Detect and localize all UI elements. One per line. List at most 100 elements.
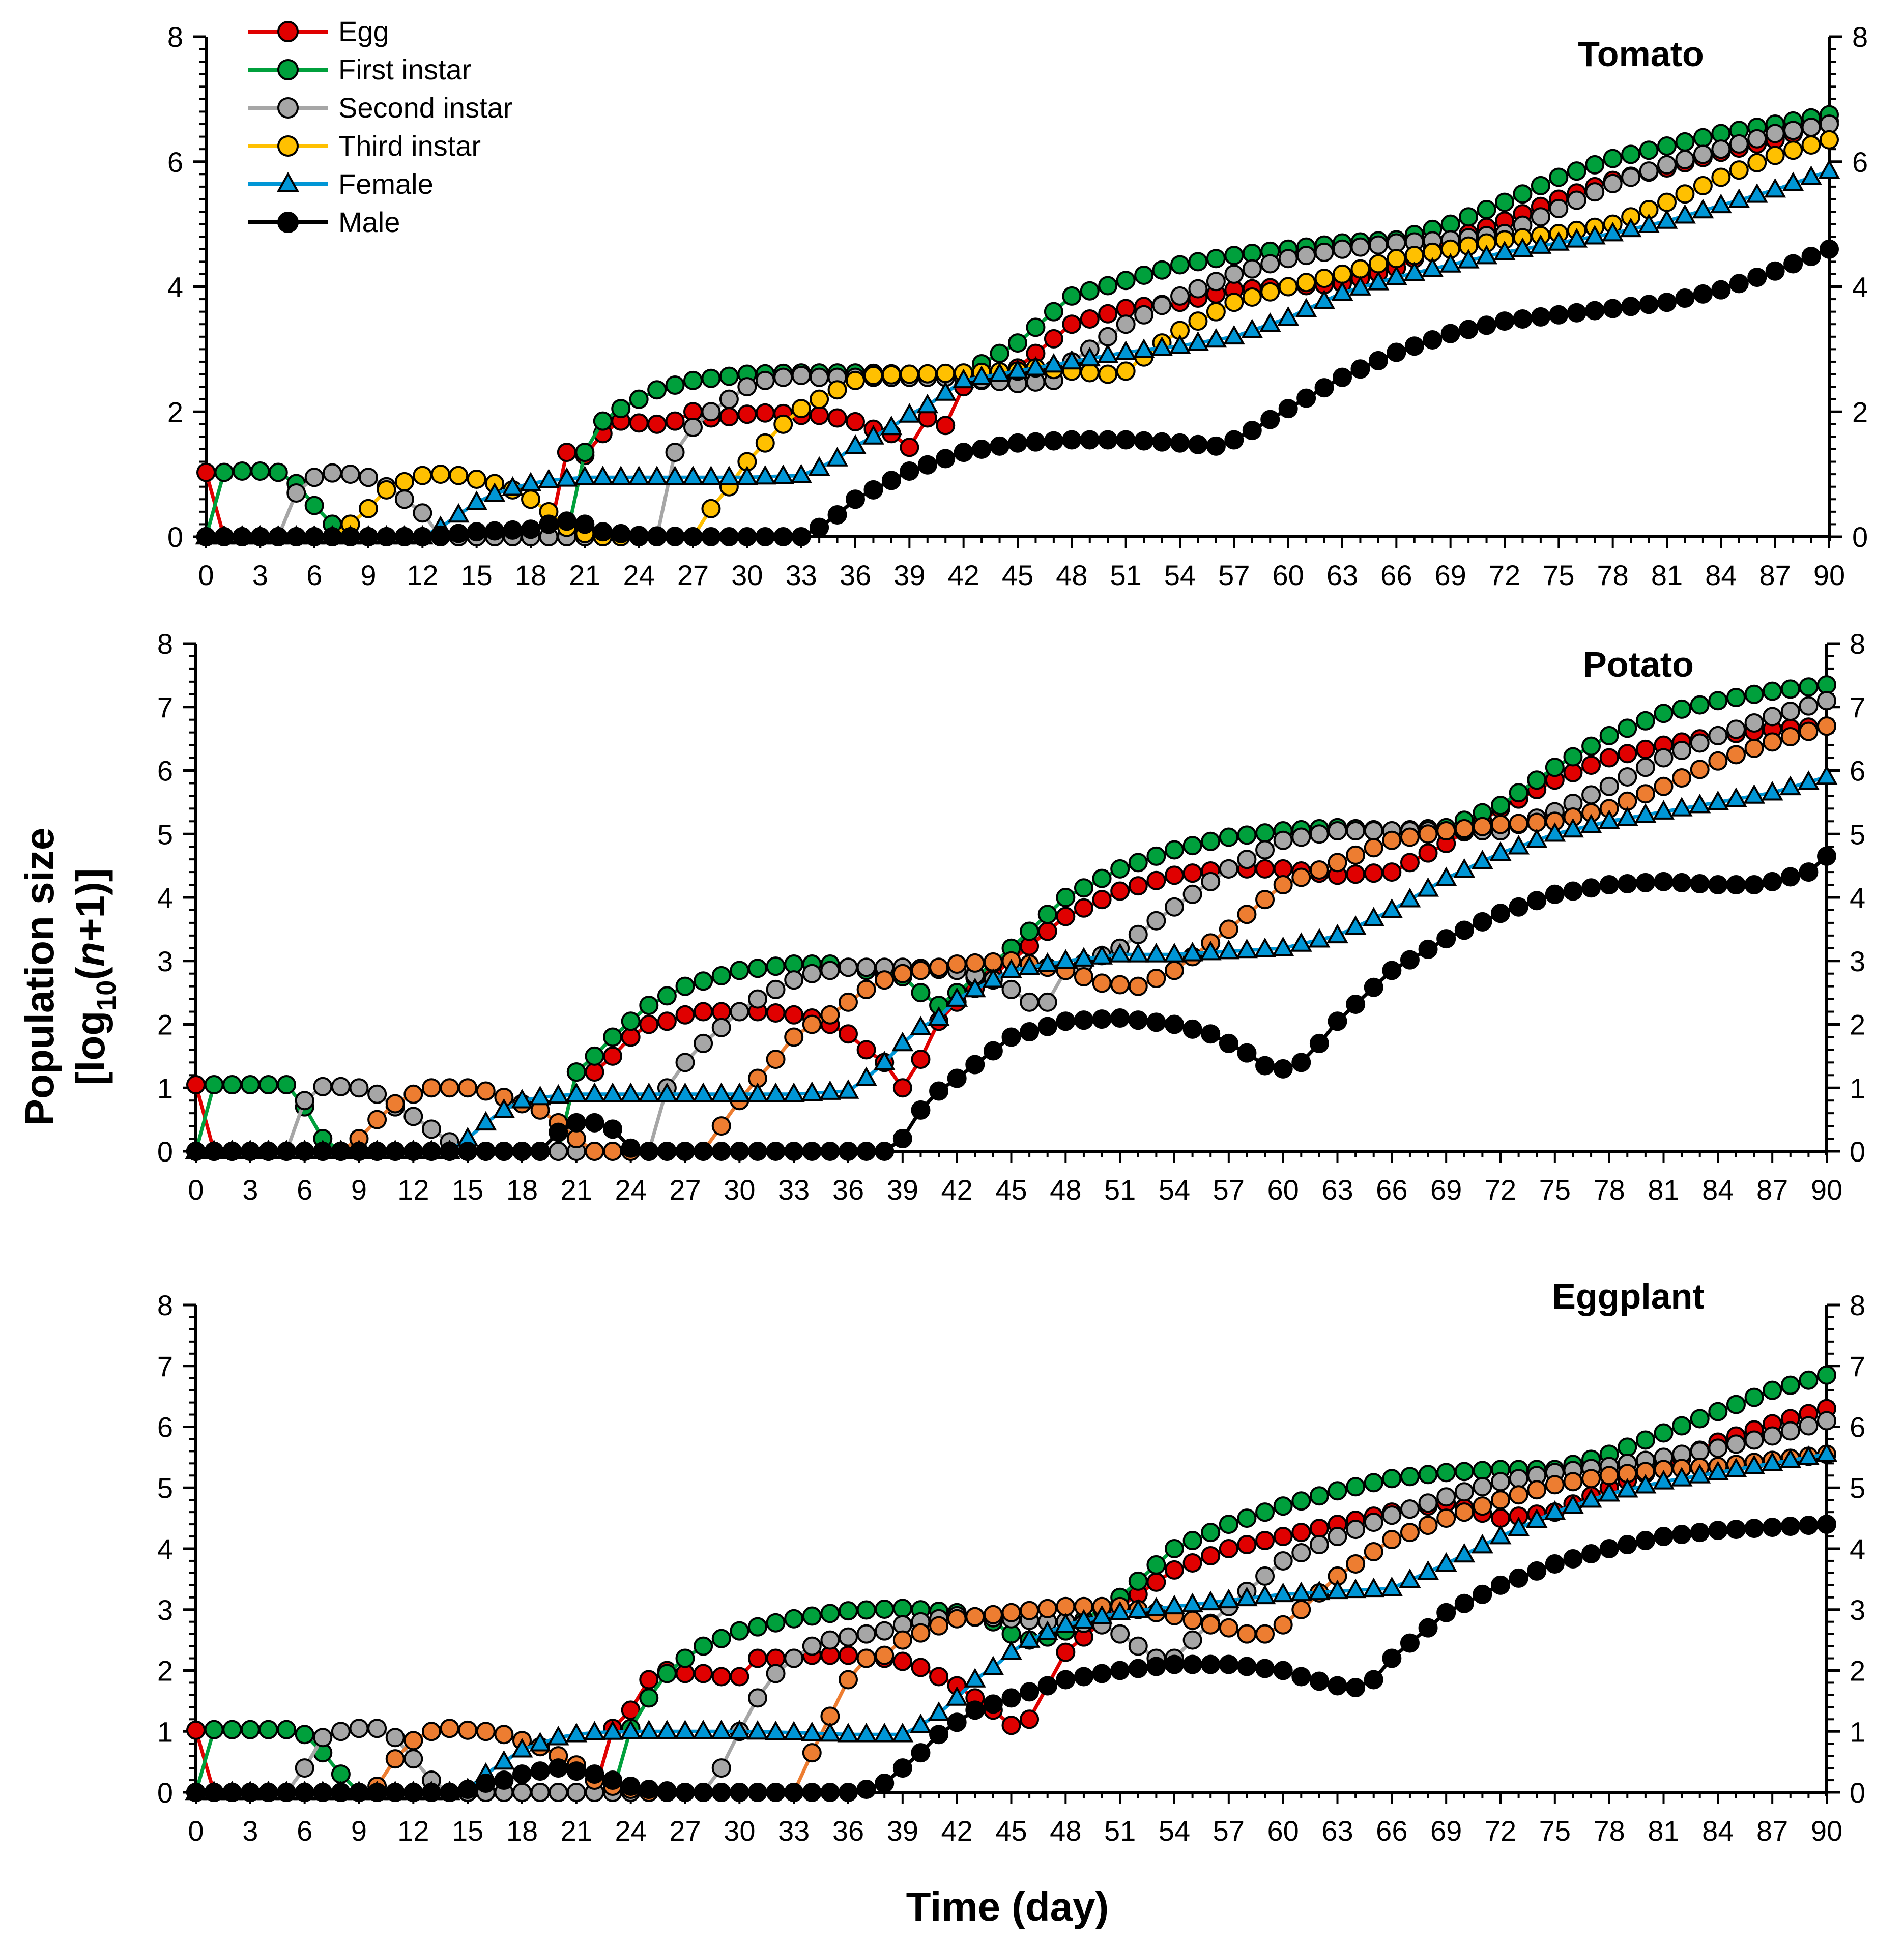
data-point [766, 1613, 786, 1633]
data-point [1580, 1488, 1602, 1508]
data-point [1133, 338, 1155, 358]
data-point [1043, 353, 1065, 373]
data-point [946, 1686, 968, 1706]
data-point [900, 364, 919, 384]
data-point [331, 1764, 351, 1784]
data-point [549, 1758, 568, 1778]
data-point [1219, 1654, 1238, 1674]
data-point [1672, 873, 1692, 892]
data-point [892, 1758, 912, 1778]
data-point [547, 1084, 569, 1104]
data-point [1549, 305, 1569, 325]
data-point [982, 1656, 1004, 1675]
data-point [911, 961, 931, 980]
data-point [1205, 328, 1227, 348]
y-tick-label-left: 2 [167, 396, 183, 428]
data-point [719, 407, 739, 427]
data-point [820, 1783, 840, 1802]
data-point [295, 1091, 314, 1111]
x-tick-label: 57 [1213, 1174, 1245, 1206]
data-point [1199, 1590, 1222, 1611]
data-point [204, 1783, 224, 1802]
data-point [204, 1142, 224, 1161]
data-point [1056, 907, 1076, 926]
data-point [1363, 1577, 1385, 1598]
data-point [1653, 1470, 1675, 1490]
data-point [186, 1720, 206, 1740]
data-point [929, 1725, 949, 1745]
data-point [1278, 277, 1298, 297]
data-point [240, 1075, 260, 1095]
data-point [1346, 821, 1366, 841]
data-point [1477, 199, 1496, 219]
data-point [1382, 1648, 1402, 1668]
data-point [512, 1764, 532, 1784]
data-point [1165, 1539, 1184, 1558]
data-point [819, 1080, 841, 1100]
data-point [349, 1719, 369, 1738]
data-point [737, 527, 757, 546]
y-tick-label-right: 6 [1850, 1411, 1865, 1443]
y-axis-title-italic: n [68, 942, 113, 967]
panel-title: Tomato [1578, 34, 1704, 74]
data-point [1780, 702, 1800, 721]
data-point [1020, 1022, 1040, 1042]
data-point [1235, 938, 1258, 959]
data-point [1151, 336, 1173, 356]
data-point [1255, 1566, 1275, 1586]
data-point [1690, 1523, 1710, 1543]
data-point [1201, 1654, 1221, 1674]
data-point [791, 399, 811, 419]
data-point [1219, 1539, 1238, 1558]
data-point [773, 414, 793, 434]
data-point [1454, 920, 1474, 940]
data-point [385, 1728, 405, 1748]
data-point [277, 1075, 297, 1095]
data-point [1675, 132, 1695, 152]
data-point [692, 1720, 714, 1739]
data-point [1008, 433, 1027, 453]
data-point [1726, 1520, 1746, 1540]
data-point [1400, 1633, 1420, 1653]
x-tick-label: 81 [1648, 1174, 1679, 1206]
y-tick-label-left: 0 [167, 521, 183, 553]
y-tick-label-right: 0 [1850, 1136, 1865, 1168]
data-point [421, 1078, 441, 1098]
data-point [1091, 1605, 1113, 1625]
data-point [1508, 835, 1530, 855]
data-point [1783, 254, 1803, 274]
x-tick-label: 15 [452, 1174, 483, 1206]
data-point [629, 389, 649, 409]
data-point [1744, 738, 1764, 758]
x-tick-label: 78 [1594, 1174, 1625, 1206]
data-point [701, 499, 721, 518]
data-point [766, 1142, 786, 1161]
data-point [810, 405, 829, 425]
legend-label: Egg [338, 15, 389, 47]
data-point [1403, 261, 1426, 281]
data-point [1182, 1630, 1202, 1650]
data-point [1092, 868, 1112, 888]
x-tick-label: 33 [786, 559, 817, 591]
data-point [1134, 431, 1154, 451]
x-tick-label: 39 [887, 1815, 918, 1847]
data-point [791, 527, 811, 546]
data-point [385, 1094, 405, 1114]
data-point [222, 1142, 242, 1161]
x-tick-label: 48 [1056, 559, 1087, 591]
data-point [494, 1770, 514, 1790]
data-point [773, 367, 793, 387]
data-point [1509, 897, 1528, 917]
data-point [1255, 890, 1275, 910]
data-point [1116, 314, 1136, 334]
data-point [1509, 1469, 1528, 1489]
data-point [784, 1609, 804, 1629]
data-point [1328, 821, 1347, 841]
data-point [1333, 239, 1352, 259]
data-point [196, 527, 216, 546]
data-point [1272, 1582, 1294, 1603]
data-point [1690, 874, 1710, 893]
data-point [947, 1068, 967, 1088]
data-point [304, 527, 324, 546]
data-point [784, 954, 804, 974]
